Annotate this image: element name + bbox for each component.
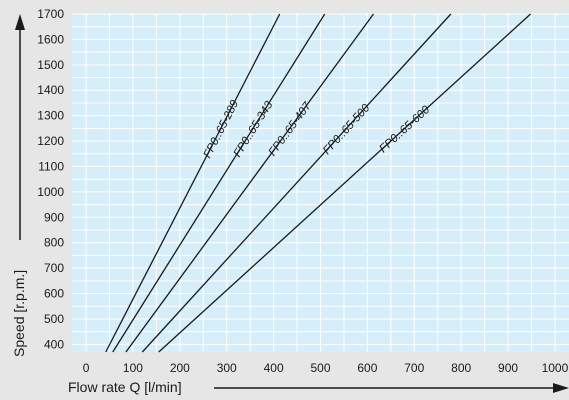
x-tick-label: 300 xyxy=(217,361,237,375)
x-tick-label: 100 xyxy=(123,361,143,375)
x-tick-label: 900 xyxy=(498,361,518,375)
series-line xyxy=(141,13,452,353)
y-tick-label: 1300 xyxy=(37,109,64,123)
x-tick-labels: 0 100 200 300 400 500 600 700 800 900 1000 xyxy=(83,361,569,375)
series-line xyxy=(105,13,281,353)
x-tick-label: 1000 xyxy=(542,361,569,375)
y-tick-label: 900 xyxy=(44,210,64,224)
y-tick-label: 1100 xyxy=(38,159,64,173)
series-lines xyxy=(105,13,531,353)
y-tick-label: 1200 xyxy=(37,134,64,148)
x-axis-title: Flow rate Q [l/min] xyxy=(68,379,182,395)
x-tick-label: 400 xyxy=(264,361,284,375)
series-line xyxy=(158,13,531,353)
y-tick-label: 600 xyxy=(44,287,64,301)
x-tick-label: 0 xyxy=(83,361,90,375)
series-line xyxy=(112,13,326,353)
y-tick-label: 1600 xyxy=(37,32,64,46)
x-axis-arrowhead xyxy=(553,383,569,393)
x-tick-label: 200 xyxy=(170,361,190,375)
y-tick-label: 400 xyxy=(44,337,64,351)
y-tick-label: 500 xyxy=(44,312,64,326)
x-tick-label: 500 xyxy=(310,361,330,375)
x-tick-label: 800 xyxy=(451,361,471,375)
series-line xyxy=(125,13,375,353)
y-axis-arrowhead xyxy=(15,14,25,30)
y-tick-label: 700 xyxy=(44,261,64,275)
x-tick-label: 700 xyxy=(404,361,424,375)
y-tick-label: 1000 xyxy=(37,185,64,199)
y-axis-title: Speed [r.p.m.] xyxy=(11,270,27,357)
x-tick-label: 600 xyxy=(357,361,377,375)
y-tick-label: 1400 xyxy=(37,83,64,97)
y-tick-label: 800 xyxy=(44,236,64,250)
y-tick-label: 1500 xyxy=(37,58,64,72)
y-tick-labels: 400 500 600 700 800 900 1000 1100 1200 1300 1400 15… xyxy=(37,7,64,351)
y-tick-label: 1700 xyxy=(37,7,64,21)
